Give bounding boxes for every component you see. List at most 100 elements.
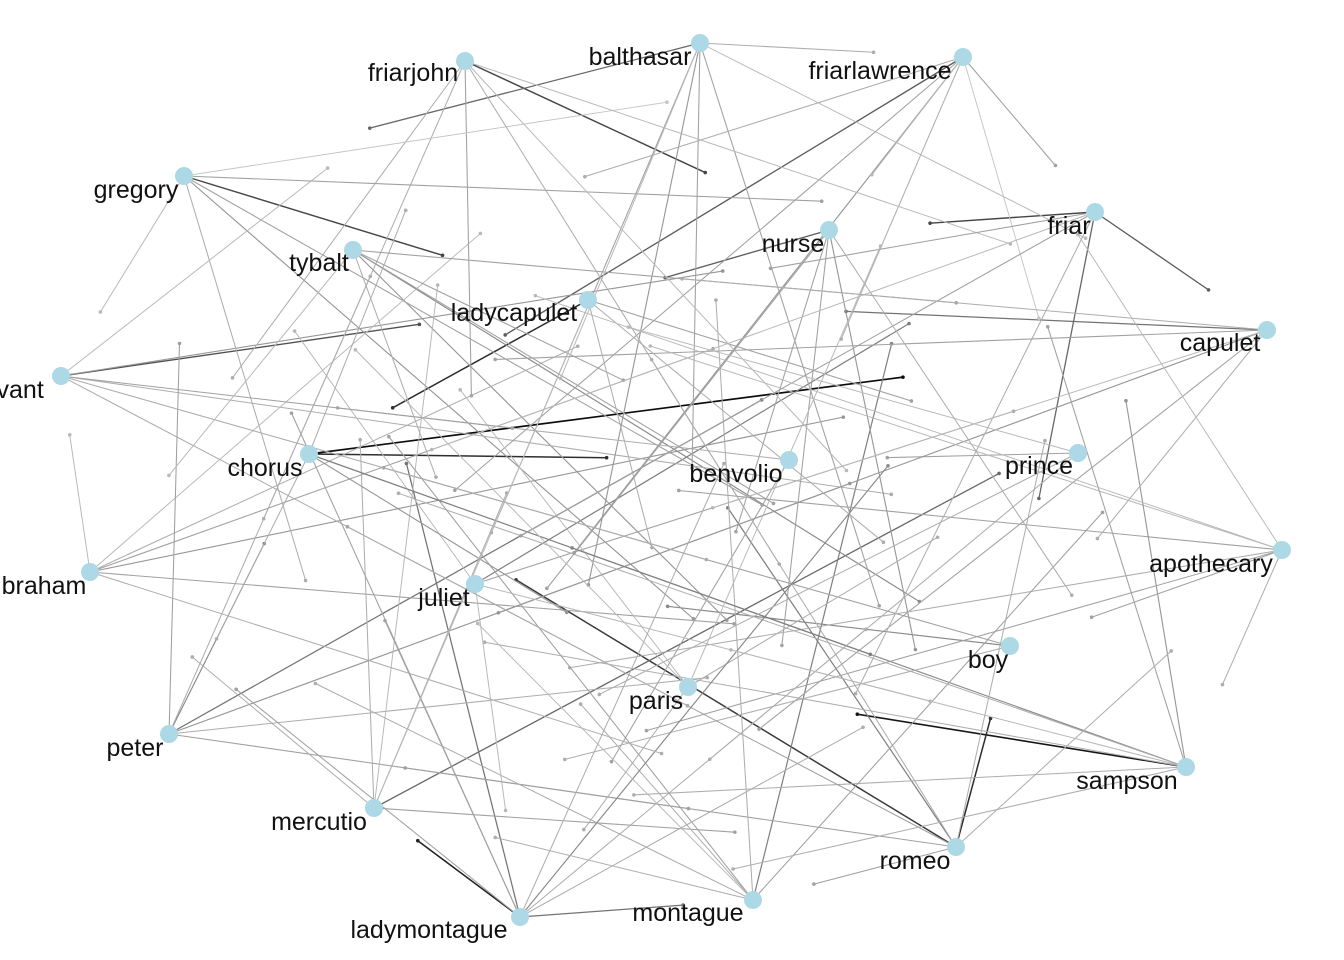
node-friarjohn[interactable]	[456, 52, 474, 70]
edge-peter-boy	[168, 677, 708, 735]
edge-arrowhead	[771, 501, 776, 506]
node-friarlawrence[interactable]	[954, 48, 972, 66]
edge-arrowhead	[493, 357, 497, 362]
node-friar[interactable]	[1086, 203, 1104, 221]
edge-balthasar-gregory	[369, 42, 701, 129]
edge-arrowhead	[1124, 398, 1128, 403]
edge-balthasar-juliet	[560, 42, 701, 379]
node-capulet[interactable]	[1258, 321, 1276, 339]
edge-arrowhead	[648, 344, 653, 348]
edge-arrowhead	[704, 557, 709, 562]
edge-arrowhead	[703, 170, 708, 175]
edge-arrowhead	[855, 712, 860, 716]
edge-arrowhead	[729, 648, 733, 652]
edge-capulet-servant	[495, 329, 1268, 360]
edge-arrowhead	[844, 468, 849, 473]
node-label-boy: boy	[968, 646, 1009, 674]
edge-arrowhead	[303, 578, 308, 583]
edge-chorus-benvolio	[308, 453, 607, 459]
edge-apothecary-gregory	[535, 295, 1283, 551]
edge-capulet-boy	[1096, 329, 1268, 539]
node-prince[interactable]	[1069, 444, 1087, 462]
node-label-romeo: romeo	[880, 847, 951, 875]
edge-ladymontague-montague	[519, 904, 684, 918]
edge-romeo-ladycapulet	[727, 507, 957, 848]
edge-arrowhead	[733, 830, 737, 834]
edge-servant-friar	[60, 270, 723, 377]
edge-tybalt-boy	[352, 249, 774, 504]
edge-apothecary-chorus	[678, 489, 1283, 551]
edge-friar-boy	[1038, 211, 1096, 499]
edge-arrowhead	[868, 652, 873, 657]
edge-arrowhead	[907, 321, 911, 326]
node-label-friar: friar	[1047, 212, 1090, 240]
edge-prince-ladymontague	[709, 452, 1079, 760]
node-label-friarlawrence: friarlawrence	[808, 57, 951, 85]
edge-apothecary-boy	[1091, 549, 1283, 618]
edge-balthasar-friarlawrence	[699, 42, 874, 53]
node-abraham[interactable]	[81, 563, 99, 581]
edge-ladycapulet-prince	[587, 299, 912, 402]
edge-arrowhead	[563, 757, 567, 762]
edge-arrowhead	[725, 618, 729, 622]
node-label-servant: rvant	[0, 376, 44, 404]
edge-arrowhead	[358, 437, 362, 442]
edge-arrowhead	[659, 751, 664, 756]
edge-prince-tybalt	[628, 326, 1079, 454]
edge-apothecary-friarlawrence	[1077, 234, 1283, 551]
node-sampson[interactable]	[1177, 758, 1195, 776]
edge-arrowhead	[503, 333, 508, 337]
node-label-abraham: braham	[2, 572, 87, 600]
edge-balthasar-capulet	[699, 42, 1086, 239]
node-juliet[interactable]	[466, 575, 484, 593]
node-gregory[interactable]	[175, 167, 193, 185]
edge-chorus-friarjohn	[308, 210, 407, 455]
node-montague[interactable]	[744, 891, 762, 909]
node-label-paris: paris	[629, 687, 683, 715]
edge-arrowhead	[886, 464, 890, 468]
edge-tybalt-abraham	[168, 249, 354, 476]
edge-arrowhead	[812, 882, 816, 886]
edge-arrowhead	[609, 759, 614, 764]
node-mercutio[interactable]	[365, 799, 383, 817]
node-ladymontague[interactable]	[511, 908, 529, 926]
edge-arrowhead	[997, 471, 1001, 476]
node-paris[interactable]	[679, 678, 697, 696]
edge-romeo-apothecary	[955, 650, 1172, 848]
node-chorus[interactable]	[300, 445, 318, 463]
edge-sampson-juliet	[730, 649, 1187, 768]
edge-mercutio-friarjohn	[373, 285, 439, 809]
node-peter[interactable]	[160, 725, 178, 743]
edge-ladymontague-chorus	[384, 620, 521, 918]
edge-sampson-mercutio	[633, 766, 1187, 796]
edge-arrowhead	[167, 473, 171, 478]
edge-arrowhead	[403, 766, 407, 770]
edge-friarjohn-nurse	[464, 60, 706, 174]
node-benvolio[interactable]	[780, 451, 798, 469]
edge-friarjohn-romeo	[464, 60, 780, 565]
node-boy[interactable]	[1001, 637, 1019, 655]
edge-arrowhead	[722, 461, 726, 466]
edge-arrowhead	[853, 691, 858, 696]
edge-arrowhead	[396, 491, 401, 496]
node-ladycapulet[interactable]	[579, 291, 597, 309]
node-label-juliet: juliet	[417, 584, 469, 612]
node-balthasar[interactable]	[691, 34, 709, 52]
edge-arrowhead	[214, 637, 219, 641]
node-label-balthasar: balthasar	[589, 43, 692, 71]
edge-capulet-ladycapulet	[845, 310, 1268, 331]
node-tybalt[interactable]	[344, 241, 362, 259]
node-romeo[interactable]	[947, 838, 965, 856]
edge-arrowhead	[545, 586, 549, 591]
edge-arrowhead	[841, 415, 846, 419]
edge-juliet-ladymontague	[474, 583, 507, 811]
label-layer: balthasar friarjohn friarlawrence gregory fr…	[0, 43, 1273, 944]
edge-arrowhead	[575, 344, 580, 349]
edge-gregory-mercutio	[183, 175, 307, 581]
edge-arrowhead	[732, 622, 736, 626]
node-servant[interactable]	[52, 367, 70, 385]
node-label-friarjohn: friarjohn	[368, 59, 458, 87]
node-apothecary[interactable]	[1273, 541, 1291, 559]
node-nurse[interactable]	[820, 221, 838, 239]
edge-friarlawrence-prince	[962, 56, 1040, 319]
